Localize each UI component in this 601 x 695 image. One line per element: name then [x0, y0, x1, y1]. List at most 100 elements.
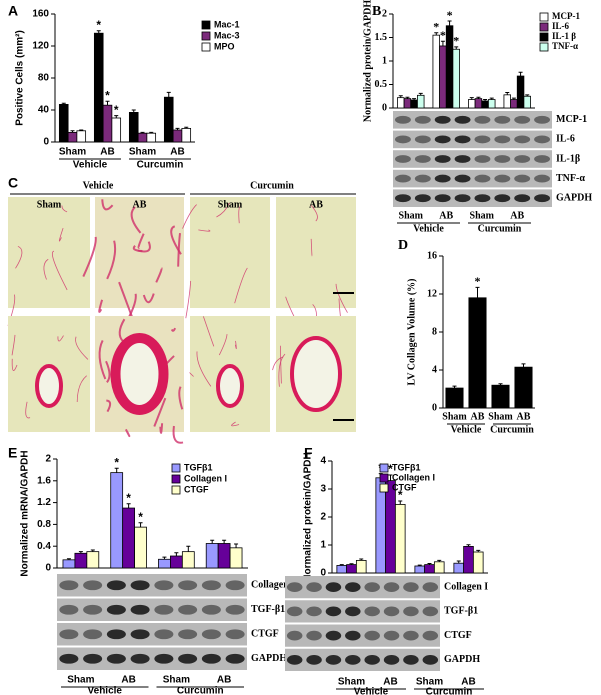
collagen-fiber	[82, 236, 97, 277]
error-bar	[483, 99, 488, 101]
collagen-fiber	[98, 339, 107, 380]
legend-label: IL-6	[552, 21, 570, 31]
panel-letter: C	[8, 175, 18, 191]
significance-mark: *	[114, 103, 119, 117]
blot-band	[345, 630, 361, 641]
blot-band	[394, 115, 411, 124]
blot-band	[454, 194, 471, 203]
x-tick-label: AB	[121, 675, 135, 686]
blot-band	[106, 604, 126, 615]
y-tick-label: 2	[320, 512, 326, 523]
collagen-fiber	[11, 358, 18, 371]
blot-band	[225, 629, 245, 640]
blot-band	[83, 629, 103, 640]
significance-mark: *	[433, 20, 439, 34]
significance-mark: *	[398, 488, 403, 502]
x-tick-label: AB	[217, 675, 231, 686]
error-bar	[126, 503, 131, 509]
collagen-fiber	[310, 205, 318, 222]
blot-band	[403, 582, 419, 592]
bar	[58, 104, 69, 143]
legend-label: TGFβ1	[392, 462, 421, 472]
x-tick-label: AB	[383, 677, 397, 688]
chart-panel: E Normalized mRNA/GAPDH 0 0.4 0.8 1.2 1.6 2 Sham…	[8, 445, 295, 695]
x-tick-label: Sham	[129, 147, 156, 158]
y-tick-label: 0	[45, 563, 51, 574]
error-bar	[398, 95, 403, 98]
y-tick-label: 0	[432, 402, 437, 413]
blot-band	[225, 653, 245, 664]
blot-strip	[57, 598, 247, 621]
collagen-fiber	[106, 399, 112, 413]
collagen-fiber	[76, 375, 87, 402]
blot-strip	[57, 574, 247, 597]
blot-band	[154, 629, 174, 640]
legend-label: CTGF	[184, 484, 209, 494]
y-tick-label: 0.4	[37, 541, 51, 552]
vessel-wall	[216, 364, 244, 408]
collagen-fiber	[142, 293, 155, 304]
blot-band	[454, 174, 471, 183]
collagen-fiber	[185, 280, 192, 319]
histology-image	[95, 197, 184, 308]
vessel-wall	[35, 364, 63, 408]
blot-band	[286, 582, 303, 592]
blot-band	[422, 655, 439, 665]
bar	[111, 117, 122, 143]
x-tick-label: AB	[170, 147, 184, 158]
group-label: Curcumin	[490, 424, 534, 435]
blot-band	[494, 115, 511, 124]
blot-band	[383, 606, 400, 617]
blot-band	[306, 655, 322, 665]
collagen-fiber	[61, 205, 68, 213]
collagen-fiber	[101, 199, 114, 211]
bar	[110, 472, 124, 569]
blot-band	[414, 194, 431, 203]
bar	[474, 98, 483, 109]
collagen-fiber	[106, 240, 117, 280]
error-bar	[498, 383, 503, 386]
collagen-fiber	[234, 267, 248, 304]
blot-band	[178, 653, 198, 664]
collagen-fiber	[177, 232, 182, 267]
blot-band	[325, 606, 342, 617]
blot-band	[534, 174, 551, 183]
group-label: Vehicle	[451, 424, 482, 435]
group-label: Curcumin	[137, 160, 184, 171]
group-label: Vehicle	[83, 180, 114, 191]
group-label: Curcumin	[478, 223, 522, 234]
error-bar	[349, 563, 354, 565]
significance-mark: *	[475, 274, 481, 288]
legend-label: Mac-3	[214, 30, 240, 40]
blot-label: GAPDH	[444, 654, 480, 665]
blot-band	[494, 194, 511, 203]
significance-mark: *	[114, 455, 119, 469]
blot-label: CTGF	[251, 629, 279, 640]
blot-band	[474, 174, 491, 183]
collagen-fiber	[130, 206, 142, 234]
chart-panel: A Positive Cells (mm²) 0 40 80 120 160 Sham AB Sh…	[8, 3, 240, 171]
blot-band	[434, 135, 451, 144]
collagen-fiber	[335, 283, 348, 313]
bar	[86, 551, 100, 569]
blot-band	[345, 606, 361, 617]
collagen-fiber	[43, 258, 49, 280]
significance-mark: *	[105, 88, 110, 102]
bar	[403, 98, 412, 109]
blot-band	[474, 115, 491, 124]
significance-mark: *	[388, 462, 393, 476]
error-bar	[427, 562, 432, 565]
y-tick-label: 40	[38, 105, 50, 116]
blot-label: CTGF	[444, 630, 472, 641]
collagen-fiber	[170, 225, 182, 255]
error-bar	[405, 96, 410, 99]
bar	[137, 132, 148, 143]
blot-label: TGF-β1	[444, 606, 478, 617]
legend-swatch	[379, 483, 389, 493]
blot-band	[106, 580, 126, 591]
blot-band	[345, 655, 361, 665]
blot-band	[325, 630, 342, 641]
blot-band	[494, 155, 511, 163]
bar	[163, 96, 174, 143]
error-bar	[505, 91, 510, 95]
